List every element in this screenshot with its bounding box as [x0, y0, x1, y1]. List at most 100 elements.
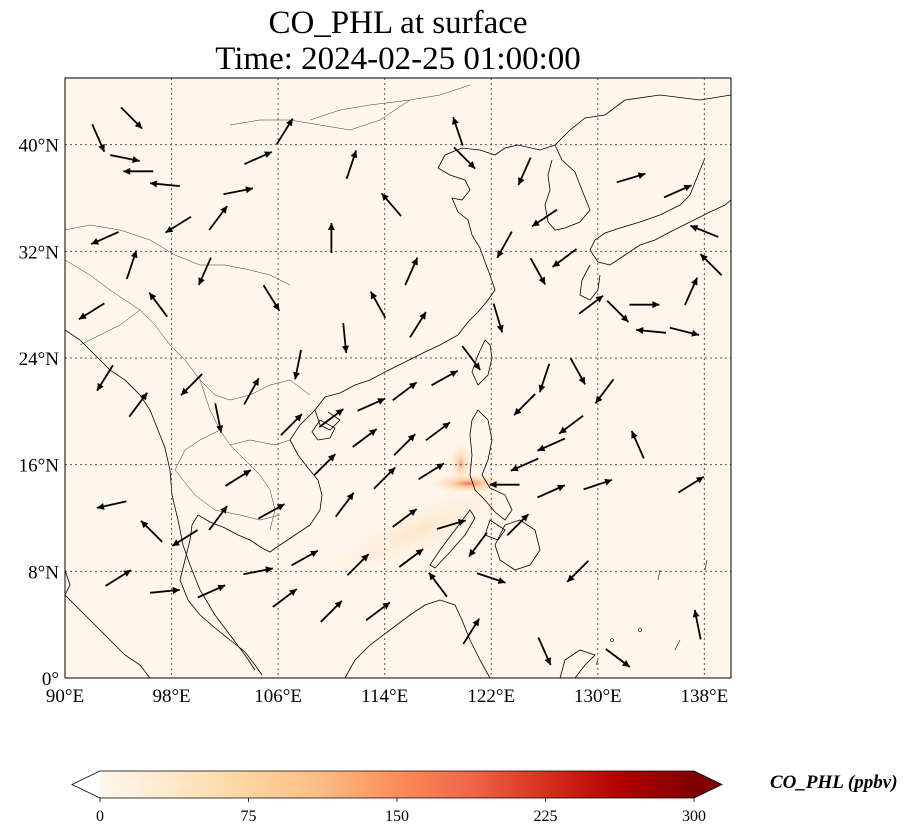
wind-arrow [327, 223, 335, 253]
wind-arrow [280, 413, 303, 436]
colorbar-under-extend [72, 771, 100, 798]
colorbar-tick-label: 0 [96, 808, 104, 825]
coastline-japan [589, 157, 731, 266]
wind-arrow [149, 587, 180, 595]
wind-arrow [669, 326, 700, 337]
wind-arrow [392, 381, 418, 402]
wind-arrow [436, 519, 466, 530]
wind-arrow [110, 154, 140, 164]
wind-arrow [369, 291, 387, 319]
wind-arrow [663, 184, 692, 199]
latitude-labels: 0° 8°N 16°N 24°N 32°N 40°N [19, 136, 60, 690]
wind-arrow [91, 123, 106, 153]
wind-arrow [313, 453, 336, 476]
colorbar-gradient [100, 771, 694, 798]
colorbar-over-extend [694, 771, 722, 798]
wind-arrow [335, 492, 355, 518]
islands [595, 559, 708, 666]
coastline-visayas [484, 519, 506, 541]
wind-arrow [126, 250, 138, 280]
wind-arrow [257, 503, 286, 520]
wind-arrow [96, 500, 127, 510]
lat-tick-label: 16°N [19, 456, 60, 477]
wind-arrow [90, 231, 120, 245]
wind-arrow [551, 248, 578, 268]
coastline-hainan [311, 419, 336, 441]
wind-arrow [392, 508, 418, 528]
lon-tick-label: 90°E [46, 686, 84, 707]
wind-arrow [276, 118, 294, 145]
wind-arrow [214, 403, 224, 433]
lat-tick-label: 32°N [19, 242, 60, 263]
wind-arrow [123, 167, 154, 175]
wind-arrow [468, 532, 488, 558]
coastline-palawan [429, 509, 476, 569]
wind-arrow [531, 208, 558, 228]
wind-arrow [606, 300, 630, 323]
wind-arrow [462, 618, 480, 645]
wind-arrow [506, 513, 530, 536]
wind-arrow [171, 529, 199, 547]
country-borders [65, 84, 471, 531]
wind-arrow [197, 584, 226, 599]
wind-arrow [318, 408, 344, 428]
lon-tick-label: 114°E [361, 686, 408, 707]
wind-arrow [538, 363, 551, 393]
wind-arrow [346, 553, 370, 576]
wind-arrow [605, 648, 631, 668]
wind-arrow [352, 428, 378, 448]
co-plume-north [448, 441, 473, 486]
co-haze [301, 468, 539, 592]
wind-arrow [529, 257, 546, 285]
wind-arrow [149, 180, 180, 188]
wind-arrow [223, 186, 254, 196]
co-plume [428, 473, 509, 494]
chart-title-line-2: Time: 2024-02-25 01:00:00 [215, 41, 581, 77]
wind-arrow [345, 150, 358, 180]
coastline-korea [544, 144, 591, 231]
wind-arrow [513, 393, 536, 416]
wind-arrow [373, 466, 396, 490]
colorbar-tick-label: 300 [682, 808, 706, 825]
chart-title-line-1: CO_PHL at surface [268, 5, 528, 41]
wind-arrow [452, 116, 464, 146]
wind-arrow [677, 475, 705, 494]
colorbar-tick-label: 225 [534, 808, 558, 825]
lon-tick-label: 122°E [467, 686, 515, 707]
wind-arrow [291, 549, 319, 567]
wind-arrow [616, 172, 646, 184]
wind-arrow [630, 430, 645, 459]
wind-arrow [128, 392, 148, 418]
map-content [65, 78, 731, 678]
wind-arrow [409, 311, 427, 338]
coastline-gulf-thailand [179, 514, 263, 676]
wind-arrow [398, 548, 424, 568]
colorbar-tick-label: 150 [385, 808, 409, 825]
colorbar-tick-label: 75 [241, 808, 257, 825]
wind-arrow [690, 224, 719, 238]
coastline-mindanao [494, 519, 541, 571]
lon-tick-label: 138°E [681, 686, 729, 707]
wind-arrow [293, 349, 302, 380]
wind-arrow [78, 302, 105, 321]
colorbar: 0 75 150 225 300 CO_PHL (ppbv) [71, 770, 898, 825]
lon-tick-label: 130°E [574, 686, 622, 707]
map-frame [64, 77, 732, 679]
wind-arrow [692, 609, 702, 640]
wind-arrow [537, 437, 566, 452]
longitude-labels: 90°E 98°E 106°E 114°E 122°E 130°E 138°E [46, 686, 728, 707]
wind-arrow [120, 106, 143, 130]
wind-arrow [342, 322, 349, 354]
wind-arrow [699, 253, 723, 276]
wind-arrow [476, 572, 506, 584]
wind-arrow [431, 369, 459, 387]
wind-arrow [594, 378, 615, 404]
wind-arrow [461, 345, 481, 371]
lon-tick-label: 98°E [152, 686, 190, 707]
wind-arrow [272, 588, 298, 608]
wind-arrow [165, 215, 192, 234]
wind-arrow [510, 457, 539, 472]
wind-arrow [96, 364, 114, 392]
wind-arrow [537, 637, 552, 666]
